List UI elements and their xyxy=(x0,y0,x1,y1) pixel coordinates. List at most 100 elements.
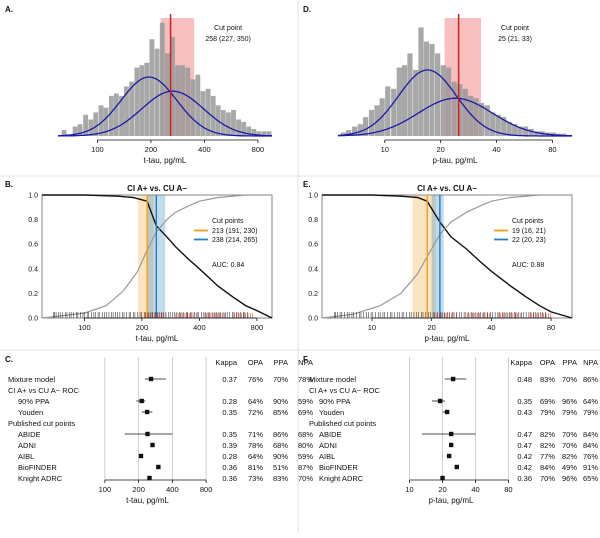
forest-x-tick-label: 10 xyxy=(405,485,413,494)
row-value: 69% xyxy=(298,408,313,417)
estimate-marker xyxy=(450,376,456,382)
x-axis-label: p-tau, pg/mL xyxy=(433,156,478,165)
row-label: ADNI xyxy=(18,441,36,450)
histogram-bar xyxy=(144,62,150,137)
histogram-bar xyxy=(407,53,413,136)
forest-x-tick-label: 800 xyxy=(200,485,213,494)
histogram-bar xyxy=(226,112,231,136)
row-value: 71% xyxy=(248,430,263,439)
row-value: 72% xyxy=(248,408,263,417)
histogram-bar xyxy=(506,121,512,136)
row-value: 84% xyxy=(540,463,555,472)
column-header: NPA xyxy=(583,358,598,367)
histogram-bar xyxy=(129,81,135,136)
row-value: 0.35 xyxy=(517,397,532,406)
row-value: 90% xyxy=(273,452,288,461)
row-value: 70% xyxy=(273,375,288,384)
y-tick-label: 0.8 xyxy=(28,217,38,224)
row-value: 80% xyxy=(298,441,313,450)
roc-x-tick-label: 800 xyxy=(251,323,264,332)
legend-label: 22 (20, 23) xyxy=(512,237,546,244)
histogram-bar xyxy=(346,130,352,136)
estimate-marker xyxy=(446,453,452,459)
histogram-bar xyxy=(490,112,496,136)
histogram-bar xyxy=(93,112,99,136)
legend-label: 213 (191, 230) xyxy=(212,228,258,235)
histogram-bar xyxy=(445,67,452,136)
estimate-marker xyxy=(440,475,445,481)
histogram-bar xyxy=(231,110,236,136)
histogram-bar xyxy=(501,117,507,136)
row-value: 70% xyxy=(540,474,555,483)
column-header: NPA xyxy=(298,358,313,367)
histogram-bar xyxy=(88,119,94,136)
histogram-bar xyxy=(190,79,196,136)
y-tick-label: 1.0 xyxy=(308,193,318,200)
estimate-marker xyxy=(448,431,454,437)
x-axis-label: p-tau, pg/mL xyxy=(425,334,470,343)
row-value: 96% xyxy=(562,474,577,483)
row-value: 73% xyxy=(248,474,263,483)
row-value: 0.36 xyxy=(222,463,237,472)
histogram-bar xyxy=(561,133,567,136)
histogram-bar xyxy=(495,114,501,136)
histogram-bar xyxy=(154,48,160,136)
mixture-curve xyxy=(337,69,572,137)
estimate-marker xyxy=(144,409,150,415)
row-label: Youden xyxy=(319,408,344,417)
forest-x-tick-label: 20 xyxy=(438,485,446,494)
row-label: ABIDE xyxy=(319,430,342,439)
histogram-bar xyxy=(451,81,457,136)
row-value: 0.39 xyxy=(222,441,237,450)
histogram-bar xyxy=(210,95,216,136)
group-header: CI A+ vs CU A− ROC xyxy=(8,386,79,395)
column-header: OPA xyxy=(248,358,263,367)
roc-frame xyxy=(321,194,573,319)
histogram-bar xyxy=(77,124,83,136)
cut-ci-band xyxy=(138,195,154,318)
histogram-bar xyxy=(352,126,358,136)
row-value: 79% xyxy=(583,408,598,417)
estimate-marker xyxy=(454,464,459,470)
row-value: 59% xyxy=(298,452,313,461)
estimate-marker xyxy=(147,475,152,481)
legend-title: Cut points xyxy=(212,218,244,225)
row-value: 0.28 xyxy=(222,397,237,406)
row-value: 85% xyxy=(273,408,288,417)
histogram-bar xyxy=(98,105,104,136)
legend-label: 238 (214, 265) xyxy=(212,237,258,244)
histogram-bar xyxy=(473,98,479,136)
roc-curve xyxy=(42,194,273,319)
histogram-bar xyxy=(484,105,490,136)
estimate-marker xyxy=(156,464,161,470)
row-value: 81% xyxy=(248,463,263,472)
row-value: 0.47 xyxy=(517,430,532,439)
row-value: 82% xyxy=(562,452,577,461)
histogram-bar xyxy=(523,126,529,136)
estimate-marker xyxy=(444,409,450,415)
row-label: BioFINDER xyxy=(18,463,57,472)
row-value: 91% xyxy=(583,463,598,472)
histogram-bar xyxy=(139,65,145,136)
x-axis-label: p-tau, pg/mL xyxy=(429,496,474,505)
histogram-bar xyxy=(266,131,272,136)
row-value: 86% xyxy=(583,375,598,384)
histogram-bar xyxy=(391,88,397,136)
histogram-bar xyxy=(517,126,523,136)
histogram-bar xyxy=(413,69,419,136)
group-header: Published cut points xyxy=(309,419,376,428)
forest-x-tick-label: 80 xyxy=(504,485,512,494)
histogram-bar xyxy=(134,67,140,136)
row-value: 0.47 xyxy=(517,441,532,450)
histogram-bar xyxy=(246,126,252,136)
column-header: OPA xyxy=(540,358,555,367)
row-label: Youden xyxy=(18,408,43,417)
legend-title: Cut points xyxy=(512,218,544,225)
y-tick-label: 1.0 xyxy=(28,193,38,200)
row-value: 0.43 xyxy=(517,408,532,417)
auc-label: AUC: 0.88 xyxy=(512,262,544,269)
histogram-bar xyxy=(195,74,201,136)
hist-x-tick-label: 80 xyxy=(548,145,556,154)
row-label: Mixture model xyxy=(8,375,55,384)
histogram-bar xyxy=(396,67,402,136)
